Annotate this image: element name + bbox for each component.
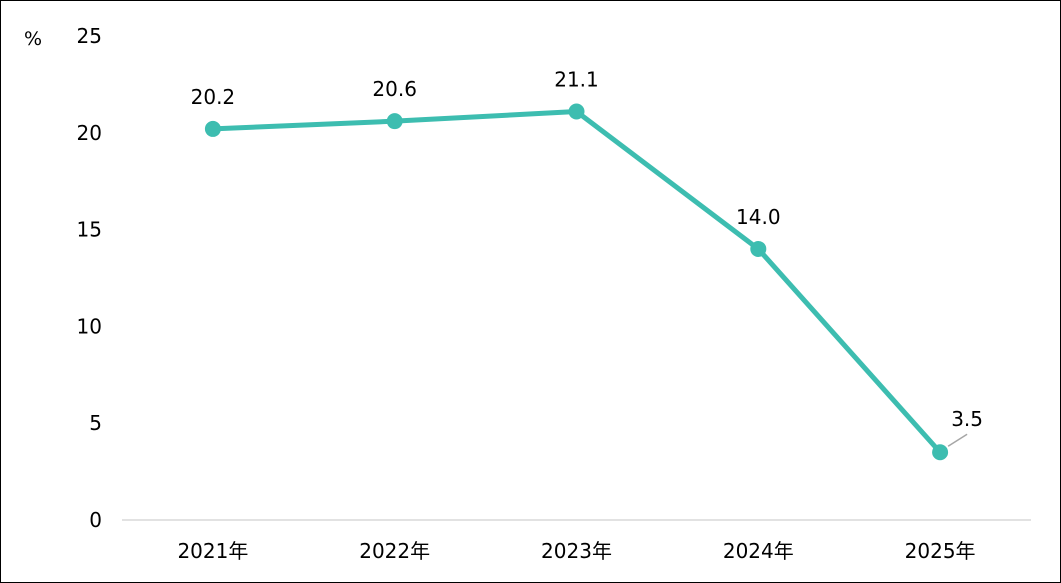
data-label: 20.2 (191, 85, 236, 109)
y-tick-label: 15 (77, 218, 102, 242)
y-tick-label: 25 (77, 24, 102, 48)
x-tick-label: 2023年 (541, 539, 612, 563)
data-point (386, 113, 403, 130)
x-tick-label: 2025年 (905, 539, 976, 563)
data-point (932, 444, 949, 461)
data-label: 3.5 (951, 407, 983, 431)
data-point (568, 103, 585, 120)
data-point (750, 240, 767, 257)
x-tick-label: 2021年 (177, 539, 248, 563)
y-tick-label: 20 (77, 121, 102, 145)
y-tick-label: 5 (89, 411, 102, 435)
x-tick-label: 2024年 (723, 539, 794, 563)
y-tick-label: 10 (77, 314, 102, 338)
data-label: 14.0 (736, 205, 781, 229)
data-label: 20.6 (372, 77, 417, 101)
data-label-leader-line (947, 433, 968, 447)
series-line (210, 109, 943, 455)
data-label: 21.1 (554, 68, 599, 92)
data-point (204, 120, 221, 137)
y-unit-label: % (24, 28, 43, 50)
x-tick-label: 2022年 (359, 539, 430, 563)
y-tick-label: 0 (89, 508, 102, 532)
